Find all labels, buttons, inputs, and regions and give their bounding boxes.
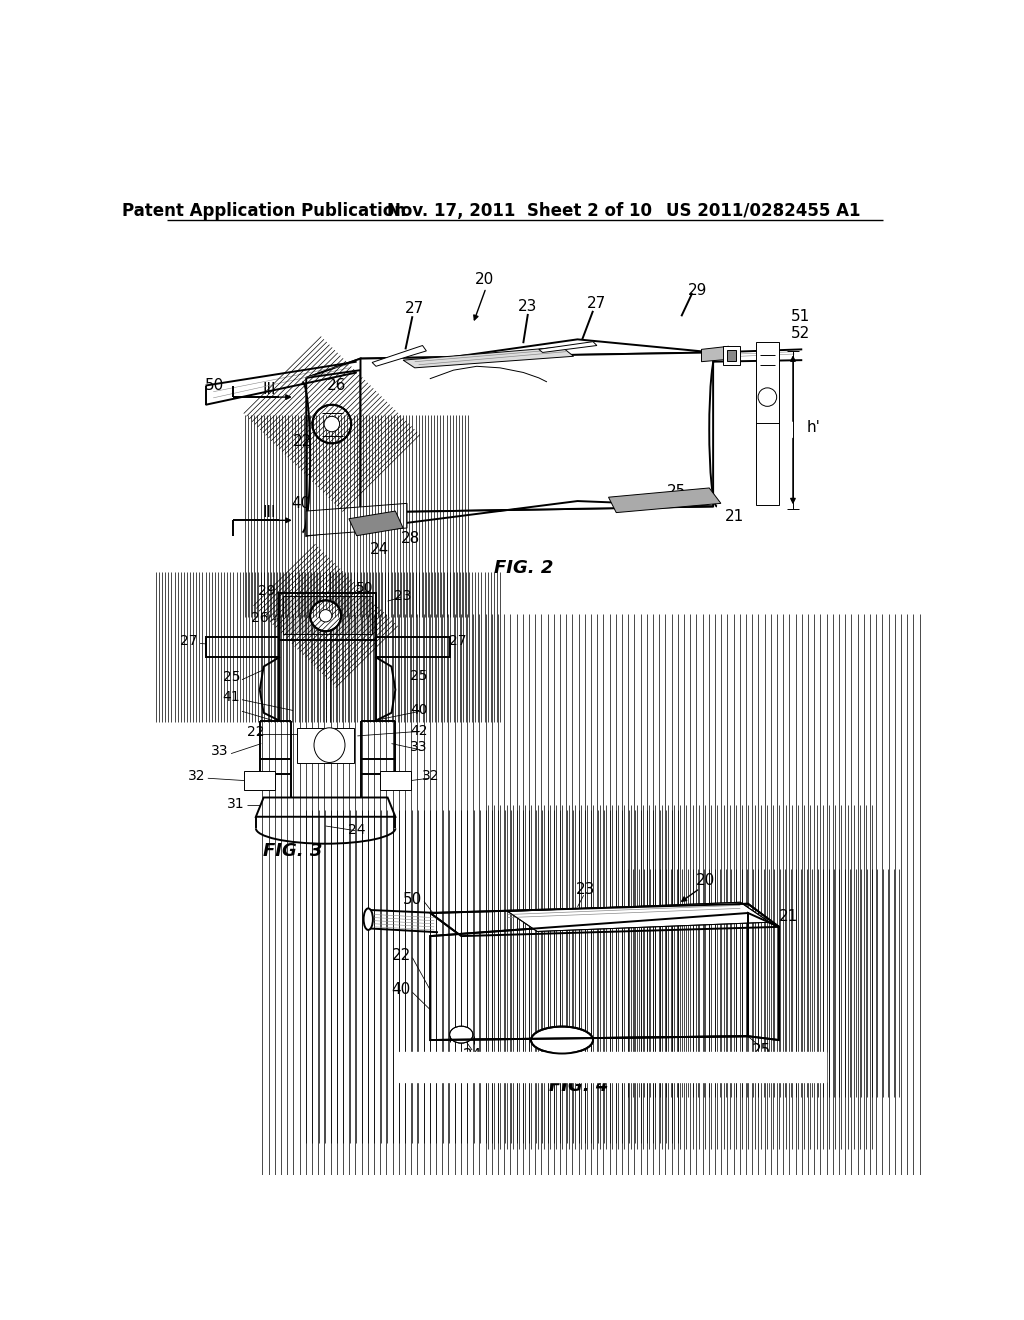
Text: 24: 24 [348,822,366,837]
Polygon shape [430,904,779,936]
Text: 25: 25 [223,671,241,684]
Text: Nov. 17, 2011  Sheet 2 of 10: Nov. 17, 2011 Sheet 2 of 10 [387,202,652,219]
Text: 21: 21 [725,510,744,524]
Polygon shape [539,342,597,352]
Text: 25: 25 [410,669,427,682]
Text: 27: 27 [406,301,424,315]
Text: 40: 40 [410,702,427,717]
Text: 27: 27 [180,634,198,648]
Polygon shape [608,488,721,512]
Text: FIG. 4: FIG. 4 [549,1077,608,1096]
Text: 29: 29 [688,284,708,298]
Text: 40: 40 [391,982,411,998]
Text: 32: 32 [422,770,439,783]
Bar [206,638,280,657]
Text: 22: 22 [391,948,411,962]
Polygon shape [280,594,376,640]
Polygon shape [306,339,713,378]
Text: 40: 40 [292,496,311,511]
Circle shape [319,610,332,622]
Text: FIG. 2: FIG. 2 [494,560,553,577]
Polygon shape [372,346,426,367]
Polygon shape [360,352,713,512]
Polygon shape [701,346,736,362]
Polygon shape [306,359,360,536]
Polygon shape [756,342,779,506]
Ellipse shape [531,1027,593,1053]
Text: Patent Application Publication: Patent Application Publication [122,202,406,219]
Text: 25: 25 [667,483,686,499]
Polygon shape [283,595,372,635]
Text: 33: 33 [410,741,427,755]
Bar [438,904,744,933]
Text: 50: 50 [355,581,373,595]
Polygon shape [727,350,736,360]
Bar [616,919,744,1035]
Text: 23: 23 [394,589,412,603]
Polygon shape [297,729,354,763]
Polygon shape [508,903,770,932]
Polygon shape [723,346,740,364]
Polygon shape [748,913,779,1040]
Polygon shape [403,347,573,368]
Text: 23: 23 [517,298,537,314]
Text: 24: 24 [371,543,389,557]
Text: 33: 33 [211,744,228,758]
Text: III: III [262,381,275,397]
Ellipse shape [450,1026,473,1043]
Polygon shape [206,638,280,657]
Bar [312,405,351,444]
Bar [377,638,450,657]
Polygon shape [430,913,748,1040]
Text: 20: 20 [475,272,495,286]
Text: III: III [262,506,275,520]
Text: 23: 23 [575,882,595,898]
Text: 24: 24 [463,1048,482,1063]
Text: 27: 27 [449,634,466,648]
Text: 26: 26 [252,611,269,626]
Polygon shape [245,771,275,789]
Text: 26: 26 [560,1053,580,1068]
Ellipse shape [314,727,345,763]
Polygon shape [306,502,713,536]
Polygon shape [380,771,411,789]
Bar [434,917,550,1036]
Text: 50: 50 [205,378,224,393]
Ellipse shape [364,908,373,929]
Text: 26: 26 [328,378,346,393]
Text: FIG. 3: FIG. 3 [262,842,322,861]
Text: 22: 22 [293,434,312,449]
Text: 25: 25 [753,1043,771,1057]
Circle shape [324,416,340,432]
Polygon shape [256,797,395,817]
Circle shape [312,405,351,444]
Polygon shape [399,1052,825,1082]
Text: 29: 29 [258,585,275,598]
Circle shape [758,388,776,407]
Text: 22: 22 [247,725,264,739]
Text: 27: 27 [587,296,606,310]
Text: 52: 52 [791,326,810,342]
Polygon shape [306,503,407,536]
Polygon shape [376,638,450,657]
Circle shape [310,601,341,631]
Text: 51: 51 [791,309,810,323]
Bar [307,506,407,527]
Text: 21: 21 [778,909,798,924]
Text: 20: 20 [695,873,715,888]
Bar [750,928,777,1039]
Polygon shape [349,511,403,536]
Text: 41: 41 [223,690,241,705]
Text: 50: 50 [403,891,423,907]
Text: 42: 42 [410,723,427,738]
Text: 32: 32 [188,770,206,783]
Text: US 2011/0282455 A1: US 2011/0282455 A1 [667,202,861,219]
Text: h': h' [806,420,820,436]
Text: 28: 28 [401,531,421,546]
Bar [310,601,341,631]
Text: 31: 31 [226,797,245,810]
